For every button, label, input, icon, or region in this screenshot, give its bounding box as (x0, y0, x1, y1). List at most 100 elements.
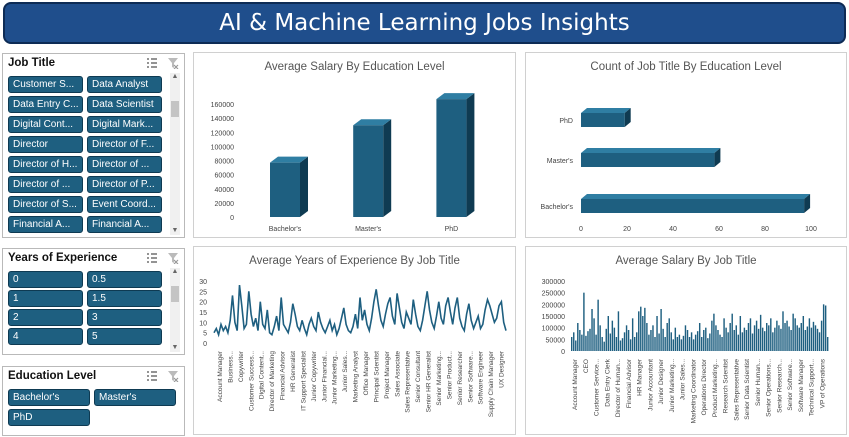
slicer-years-scrollbar[interactable]: ▲ ▼ (170, 268, 180, 352)
slicer-item[interactable]: Financial A... (8, 216, 83, 233)
slicer-item[interactable]: Master's (94, 389, 176, 406)
salary-bar (770, 318, 772, 351)
y-tick-label: 25 (199, 289, 207, 296)
slicer-item[interactable]: 3 (87, 309, 162, 326)
slicer-job-title-heading: Job Title (8, 57, 56, 69)
salary-bar (707, 338, 709, 351)
salary-bar (644, 307, 646, 351)
slicer-item[interactable]: Director of F... (87, 136, 162, 153)
y-tick-label: 150000 (542, 314, 565, 321)
x-tick-label: Marketing Analyst (353, 351, 360, 402)
y-tick-label: PhD (559, 118, 573, 125)
x-tick-label: Project Manager (384, 350, 391, 399)
multi-select-icon[interactable] (146, 57, 158, 69)
salary-bar (816, 328, 819, 351)
slicer-item[interactable]: Data Entry C... (8, 96, 83, 113)
y-tick-label: 160000 (211, 102, 234, 109)
salary-bar (625, 325, 628, 351)
slicer-item[interactable]: Digital Mark... (87, 116, 162, 133)
x-tick-label: HR Generalist (290, 351, 297, 392)
slicer-item[interactable]: Bachelor's (8, 389, 90, 406)
slicer-item[interactable]: 0.5 (87, 271, 162, 288)
salary-bar (680, 339, 683, 351)
slicer-item[interactable]: Director of ... (8, 176, 83, 193)
salary-bar (619, 340, 622, 351)
scroll-down-icon[interactable]: ▼ (171, 344, 179, 351)
bar (270, 162, 300, 217)
salary-bar (658, 333, 660, 351)
slicer-item[interactable]: 5 (87, 328, 162, 345)
scroll-up-icon[interactable]: ▲ (171, 268, 179, 275)
salary-bar (755, 320, 758, 351)
x-tick-label: UX Designer (499, 350, 506, 388)
x-tick-label: Office Manager (363, 350, 370, 395)
slicer-item[interactable]: Digital Cont... (8, 116, 83, 133)
bar-side (466, 93, 475, 217)
scroll-thumb[interactable] (171, 286, 179, 302)
slicer-item[interactable]: 1.5 (87, 290, 162, 307)
slicer-item[interactable]: PhD (8, 409, 90, 426)
slicer-item[interactable]: Director of ... (87, 156, 162, 173)
slicer-item[interactable]: Director of P... (87, 176, 162, 193)
bar-side (714, 148, 721, 167)
salary-bar (753, 325, 756, 351)
clear-filter-icon[interactable] (167, 57, 179, 69)
experience-line (213, 285, 507, 338)
x-tick-label: Senior HR Generalist (426, 351, 433, 413)
clear-filter-icon[interactable] (167, 370, 179, 382)
y-tick-label: 10 (199, 320, 207, 327)
slicer-item[interactable]: Director of H... (8, 156, 83, 173)
slicer-item[interactable]: 4 (8, 328, 83, 345)
salary-bar (678, 334, 681, 351)
scroll-thumb[interactable] (171, 101, 179, 117)
salary-bar (749, 318, 752, 351)
salary-bar (613, 327, 616, 351)
x-tick-label: Senior Operations... (766, 359, 773, 417)
multi-select-icon[interactable] (146, 370, 158, 382)
salary-bar (638, 311, 640, 351)
slicer-item[interactable]: Event Coord... (87, 196, 162, 213)
salary-bar (721, 337, 723, 351)
x-tick-label: Senior Research... (776, 359, 783, 413)
slicer-item[interactable]: Financial A... (87, 216, 162, 233)
salary-bar (757, 328, 760, 351)
slicer-item[interactable]: 2 (8, 309, 83, 326)
x-tick-label: 80 (761, 226, 769, 233)
salary-bar (806, 326, 809, 351)
slicer-item[interactable]: Director (8, 136, 83, 153)
slicer-item[interactable]: 0 (8, 271, 83, 288)
x-tick-label: Bachelor's (269, 226, 302, 233)
scroll-up-icon[interactable]: ▲ (171, 73, 179, 80)
slicer-item[interactable]: Director of S... (8, 196, 83, 213)
slicer-job-title-scrollbar[interactable]: ▲ ▼ (170, 73, 180, 235)
salary-bar (573, 332, 575, 351)
x-tick-label: Research Scientist (723, 359, 730, 413)
slicer-item[interactable]: Data Analyst (87, 76, 162, 93)
salary-bar (774, 327, 776, 351)
salary-bar (808, 318, 811, 351)
x-tick-label: 0 (579, 226, 583, 233)
salary-bar (735, 325, 737, 351)
scroll-down-icon[interactable]: ▼ (171, 227, 179, 234)
bar (436, 99, 467, 217)
slicer-item[interactable]: Customer S... (8, 76, 83, 93)
x-tick-label: Director of Human... (615, 359, 622, 417)
slicer-years-heading: Years of Experience (8, 252, 118, 264)
salary-bar (656, 316, 658, 351)
salary-bar (609, 333, 612, 351)
salary-bar (763, 331, 766, 351)
slicer-item[interactable]: 1 (8, 290, 83, 307)
bar-side (804, 194, 811, 213)
salary-bar (711, 320, 713, 351)
salary-bar (676, 337, 679, 351)
multi-select-icon[interactable] (146, 252, 158, 264)
x-tick-label: Senior Marketing... (436, 351, 443, 406)
x-tick-label: Director of Marketing (269, 351, 276, 412)
salary-bar (686, 330, 689, 351)
salary-bar (579, 330, 581, 351)
clear-filter-icon[interactable] (167, 252, 179, 264)
x-tick-label: Sales Representative (405, 351, 412, 413)
slicer-item[interactable]: Data Scientist (87, 96, 162, 113)
salary-bar (666, 323, 668, 351)
salary-bar (796, 325, 798, 351)
